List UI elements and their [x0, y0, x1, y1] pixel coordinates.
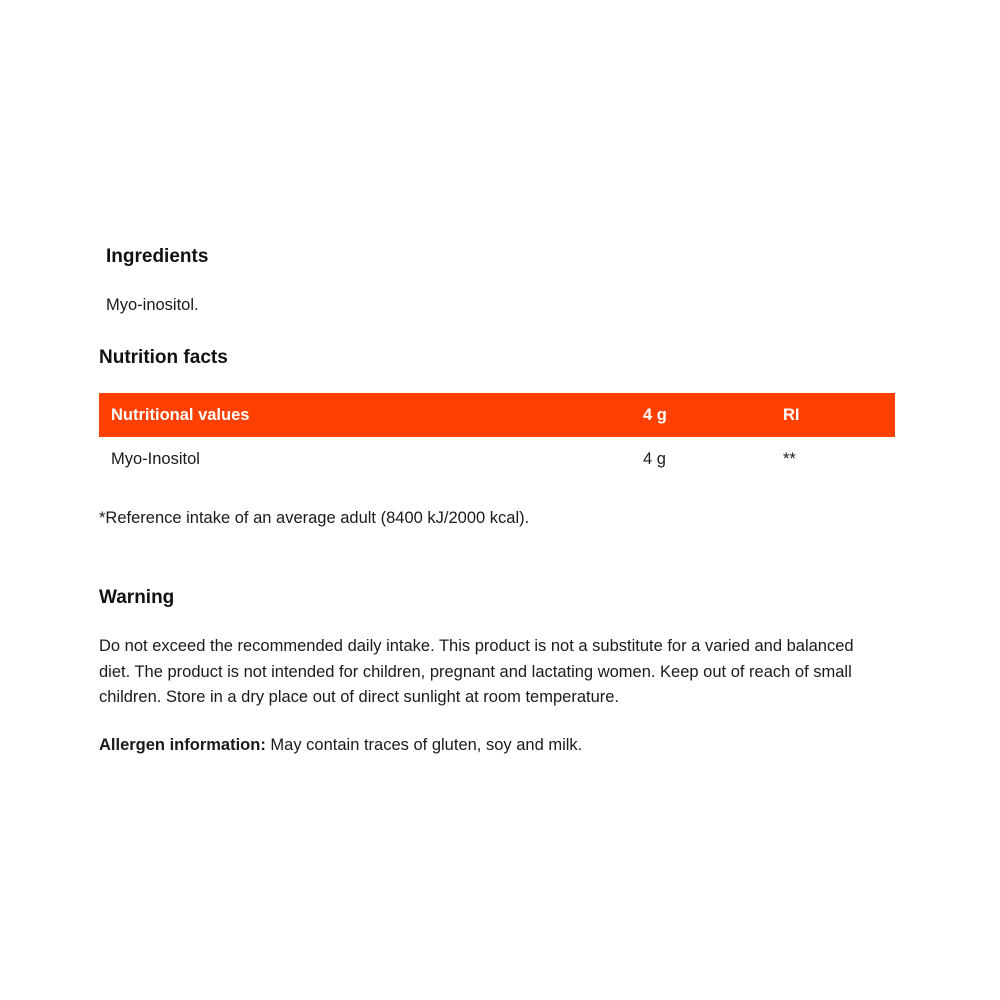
- nutrition-heading: Nutrition facts: [99, 347, 228, 368]
- reference-footnote: *Reference intake of an average adult (8…: [99, 509, 530, 527]
- row-ri: **: [783, 450, 796, 468]
- row-amount: 4 g: [643, 450, 666, 468]
- ingredients-heading: Ingredients: [106, 246, 209, 267]
- allergen-text: May contain traces of gluten, soy and mi…: [265, 736, 583, 754]
- column-header-amount: 4 g: [643, 406, 667, 424]
- allergen-information: Allergen information: May contain traces…: [99, 736, 582, 755]
- warning-heading: Warning: [99, 587, 175, 608]
- row-nutrient: Myo-Inositol: [111, 450, 200, 468]
- ingredients-text: Myo-inositol.: [106, 296, 199, 314]
- column-header-ri: RI: [783, 406, 800, 424]
- nutrition-table-header: Nutritional values 4 g RI: [99, 393, 895, 437]
- warning-text: Do not exceed the recommended daily inta…: [99, 637, 854, 706]
- column-header-nutritional-values: Nutritional values: [111, 406, 250, 424]
- allergen-label: Allergen information:: [99, 736, 266, 754]
- table-row: Myo-Inositol 4 g **: [99, 437, 895, 481]
